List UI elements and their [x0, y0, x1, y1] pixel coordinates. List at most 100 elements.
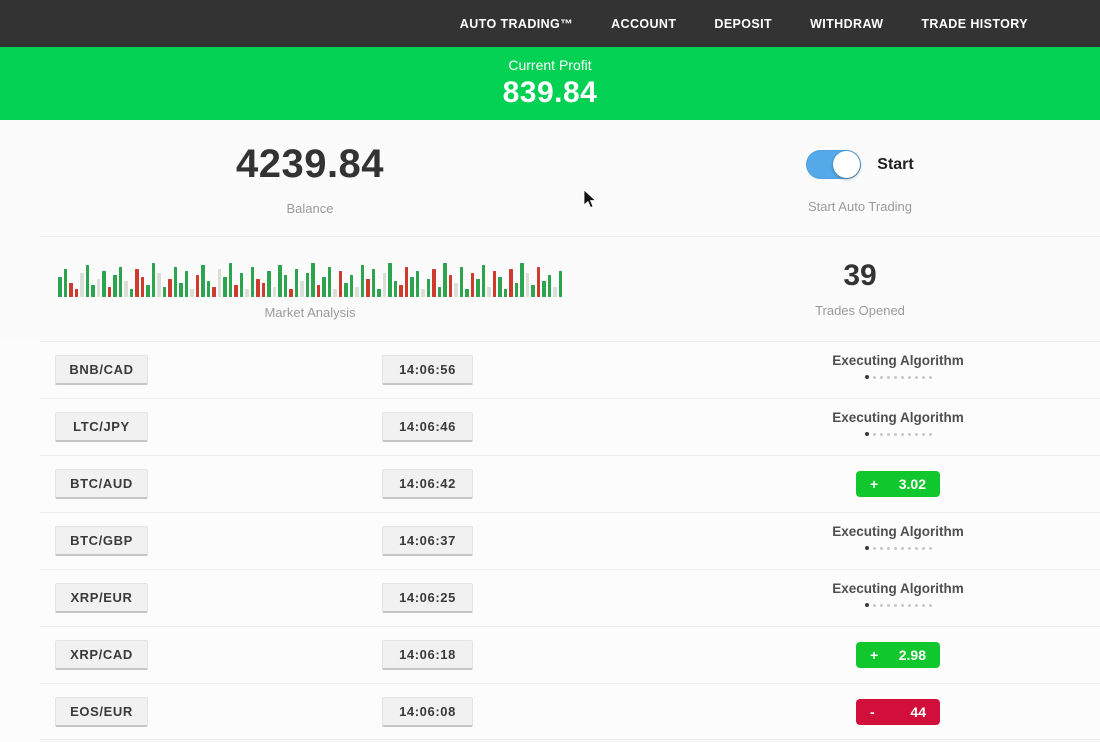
toggle-label: Start — [877, 155, 914, 173]
chart-bar — [388, 263, 392, 297]
chart-bar — [272, 287, 276, 297]
chart-bar — [195, 275, 199, 297]
chart-bar — [206, 281, 210, 297]
chart-bar — [371, 269, 375, 297]
pair-button[interactable]: EOS/EUR — [55, 696, 148, 727]
chart-bar — [96, 279, 100, 297]
chart-bar — [465, 289, 469, 297]
time-button[interactable]: 14:06:42 — [382, 469, 473, 499]
chart-bar — [481, 265, 485, 297]
chart-bar — [437, 287, 441, 297]
chart-bar — [267, 271, 271, 297]
chart-bar — [102, 271, 106, 297]
time-button[interactable]: 14:06:18 — [382, 640, 473, 670]
chart-bar — [360, 265, 364, 297]
trade-row: BTC/GBP 14:06:37 Executing Algorithm — [40, 512, 1100, 569]
executing-label: Executing Algorithm — [832, 524, 964, 539]
balance-label: Balance — [286, 201, 334, 216]
pair-button[interactable]: BTC/AUD — [55, 469, 148, 499]
chart-bar — [355, 287, 359, 297]
chart-bar — [531, 285, 535, 297]
chart-bar — [498, 277, 502, 297]
trade-status: + 3.02 — [798, 456, 998, 512]
chart-bar — [146, 285, 150, 297]
chart-bar — [157, 273, 161, 297]
current-profit-value: 839.84 — [502, 76, 598, 109]
auto-trading-toggle[interactable] — [806, 150, 862, 179]
chart-bar — [289, 289, 293, 297]
time-button[interactable]: 14:06:56 — [382, 355, 473, 385]
chart-bar — [129, 289, 133, 297]
chart-bar — [151, 263, 155, 297]
chart-bar — [327, 267, 331, 297]
chart-bar — [278, 265, 282, 297]
chart-bar — [525, 273, 529, 297]
time-button[interactable]: 14:06:37 — [382, 526, 473, 556]
chart-bar — [333, 289, 337, 297]
chart-bar — [520, 263, 524, 297]
chart-bar — [448, 275, 452, 297]
chart-bar — [190, 289, 194, 297]
time-button[interactable]: 14:06:25 — [382, 583, 473, 613]
trade-status: + 2.98 — [798, 627, 998, 683]
executing-label: Executing Algorithm — [832, 353, 964, 368]
pair-button[interactable]: XRP/CAD — [55, 640, 148, 670]
executing-label: Executing Algorithm — [832, 581, 964, 596]
chart-bar — [69, 283, 73, 297]
pair-button[interactable]: LTC/JPY — [55, 412, 148, 442]
progress-dots — [798, 546, 998, 550]
current-profit-label: Current Profit — [508, 57, 592, 73]
executing-indicator: Executing Algorithm — [798, 353, 998, 379]
nav-item-account[interactable]: ACCOUNT — [611, 16, 677, 31]
chart-bar — [509, 269, 513, 297]
chart-bar — [476, 279, 480, 297]
chart-bar — [85, 265, 89, 297]
auto-trading-block: Start Start Auto Trading — [620, 142, 1100, 236]
chart-bar — [316, 285, 320, 297]
chart-bar — [305, 273, 309, 297]
nav-item-auto-trading[interactable]: AUTO TRADING™ — [459, 16, 574, 31]
chart-bar — [344, 283, 348, 297]
chart-bar — [283, 275, 287, 297]
trade-row: BNB/CAD 14:06:56 Executing Algorithm — [40, 341, 1100, 398]
chart-bar — [377, 289, 381, 297]
toggle-caption: Start Auto Trading — [807, 199, 913, 214]
market-analysis-block: Market Analysis — [0, 257, 620, 341]
result-badge: + 2.98 — [856, 642, 940, 668]
trade-row: XRP/EUR 14:06:25 Executing Algorithm — [40, 569, 1100, 626]
chart-bar — [300, 281, 304, 297]
chart-bar — [239, 273, 243, 297]
result-sign: + — [870, 476, 879, 492]
chart-bar — [399, 285, 403, 297]
pair-button[interactable]: XRP/EUR — [55, 583, 148, 613]
chart-bar — [470, 273, 474, 297]
nav-item-deposit[interactable]: DEPOSIT — [714, 16, 773, 31]
time-button[interactable]: 14:06:08 — [382, 696, 473, 727]
chart-bar — [113, 275, 117, 297]
chart-bar — [503, 289, 507, 297]
chart-bar — [536, 267, 540, 297]
chart-bar — [107, 287, 111, 297]
chart-bar — [135, 269, 139, 297]
pair-button[interactable]: BNB/CAD — [55, 355, 148, 385]
chart-bar — [217, 269, 221, 297]
chart-bar — [415, 271, 419, 297]
result-sign: - — [870, 703, 875, 720]
chart-bar — [212, 287, 216, 297]
nav-item-trade-history[interactable]: TRADE HISTORY — [921, 16, 1028, 31]
chart-bar — [140, 277, 144, 297]
chart-bar — [80, 273, 84, 297]
trade-status: Executing Algorithm — [798, 513, 998, 569]
chart-bar — [201, 265, 205, 297]
result-sign: + — [870, 647, 879, 663]
time-button[interactable]: 14:06:46 — [382, 412, 473, 442]
executing-indicator: Executing Algorithm — [798, 581, 998, 607]
progress-dots — [798, 432, 998, 436]
chart-bar — [228, 263, 232, 297]
progress-dots — [798, 603, 998, 607]
executing-indicator: Executing Algorithm — [798, 524, 998, 550]
trade-status: Executing Algorithm — [798, 399, 998, 455]
pair-button[interactable]: BTC/GBP — [55, 526, 148, 556]
nav-item-withdraw[interactable]: WITHDRAW — [810, 16, 884, 31]
top-nav: AUTO TRADING™ ACCOUNT DEPOSIT WITHDRAW TRADE… — [0, 0, 1100, 47]
